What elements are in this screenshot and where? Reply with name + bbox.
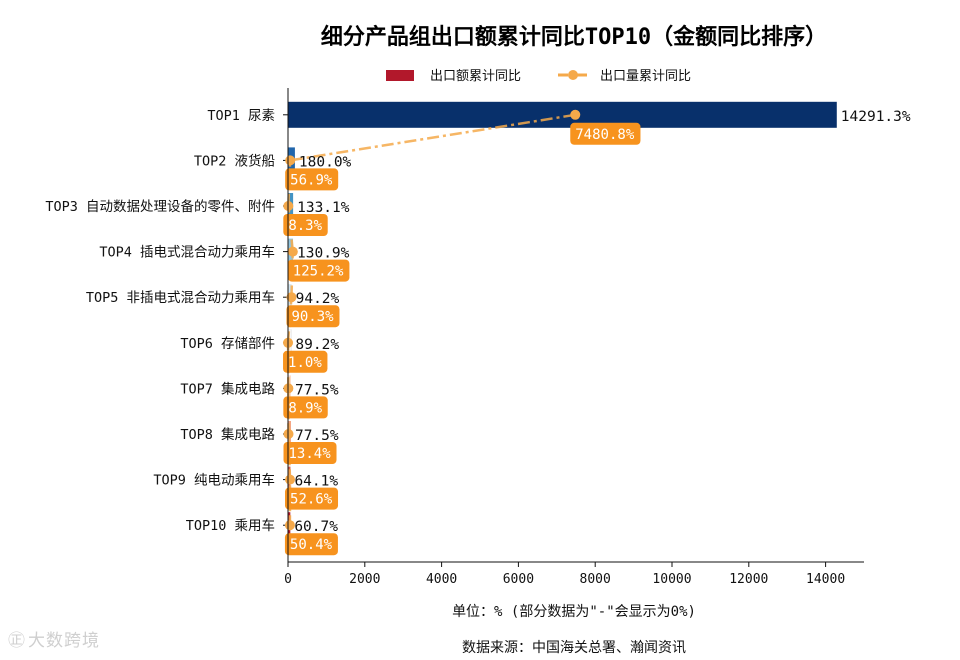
line-marker bbox=[286, 292, 297, 303]
logo-icon: ㊣ bbox=[8, 631, 26, 651]
legend-label-line: 出口量累计同比 bbox=[600, 69, 691, 84]
line-value-label: 13.4% bbox=[289, 446, 332, 462]
x-tick-label: 2000 bbox=[349, 572, 380, 587]
line-value-label: 7480.8% bbox=[575, 127, 635, 143]
category-label: TOP10 乘用车 bbox=[186, 517, 275, 534]
line-value-badge bbox=[283, 350, 328, 373]
line-value-badge bbox=[286, 305, 340, 328]
category-label: TOP6 存储部件 bbox=[180, 336, 275, 352]
line-marker bbox=[285, 155, 296, 166]
x-tick-label: 8000 bbox=[580, 572, 611, 587]
line-value-label: 50.4% bbox=[290, 537, 333, 553]
watermark-text: 大数跨境 bbox=[28, 631, 100, 651]
category-label: TOP9 纯电动乘用车 bbox=[153, 472, 275, 489]
category-label: TOP4 插电式混合动力乘用车 bbox=[99, 244, 275, 261]
x-tick-label: 14000 bbox=[806, 572, 845, 587]
line-value-label: 90.3% bbox=[291, 309, 334, 325]
line-value-label: 52.6% bbox=[290, 492, 333, 508]
line-value-label: 1.0% bbox=[288, 355, 322, 371]
line-marker bbox=[570, 109, 581, 120]
line-value-badge bbox=[283, 396, 328, 419]
watermark: ㊣大数跨境 bbox=[8, 626, 100, 651]
chart-title: 细分产品组出口额累计同比TOP10（金额同比排序） bbox=[321, 24, 827, 50]
source-note: 数据来源：中国海关总署、瀚闻资讯 bbox=[462, 640, 686, 656]
x-tick-label: 0 bbox=[284, 572, 292, 587]
line-marker bbox=[284, 520, 295, 531]
bar-value-label: 64.1% bbox=[294, 474, 338, 490]
category-label: TOP8 集成电路 bbox=[180, 427, 275, 443]
bar-value-label: 60.7% bbox=[294, 519, 338, 535]
x-tick-label: 10000 bbox=[652, 572, 691, 587]
category-label: TOP5 非插电式混合动力乘用车 bbox=[86, 289, 275, 306]
category-label: TOP7 集成电路 bbox=[180, 381, 275, 397]
bar-value-label: 89.2% bbox=[295, 337, 339, 353]
x-axis-label: 单位：% (部分数据为"-"会显示为0%) bbox=[452, 604, 696, 620]
category-label: TOP2 液货船 bbox=[194, 152, 275, 169]
legend-label-bar: 出口额累计同比 bbox=[430, 69, 521, 84]
bar-value-label: 94.2% bbox=[296, 291, 340, 307]
bar-value-label: 77.5% bbox=[295, 382, 339, 398]
x-tick-label: 12000 bbox=[729, 572, 768, 587]
line-value-label: 56.9% bbox=[290, 172, 333, 188]
x-tick-label: 4000 bbox=[426, 572, 457, 587]
line-value-badge bbox=[285, 168, 339, 191]
category-label: TOP1 尿素 bbox=[207, 108, 275, 124]
bar-value-label: 180.0% bbox=[299, 154, 352, 170]
line-value-badge bbox=[287, 259, 350, 282]
line-value-label: 125.2% bbox=[293, 264, 344, 280]
bar-value-label: 14291.3% bbox=[841, 109, 911, 125]
line-value-label: 8.9% bbox=[288, 400, 322, 416]
line-value-label: 8.3% bbox=[288, 218, 322, 234]
line-value-badge bbox=[284, 533, 338, 556]
line-value-badge bbox=[283, 442, 337, 464]
bar-value-label: 133.1% bbox=[297, 200, 350, 216]
bar bbox=[288, 101, 837, 128]
line-value-badge bbox=[285, 487, 339, 510]
line-marker bbox=[287, 246, 298, 257]
line-value-badge bbox=[283, 214, 328, 236]
line-value-badge bbox=[570, 122, 641, 145]
legend-marker bbox=[568, 70, 578, 80]
legend-swatch-bar bbox=[386, 70, 414, 81]
x-tick-label: 6000 bbox=[503, 572, 534, 587]
bar-value-label: 130.9% bbox=[297, 246, 350, 262]
category-label: TOP3 自动数据处理设备的零件、附件 bbox=[45, 198, 275, 215]
bar-value-label: 77.5% bbox=[295, 428, 339, 444]
line-marker bbox=[283, 429, 294, 439]
